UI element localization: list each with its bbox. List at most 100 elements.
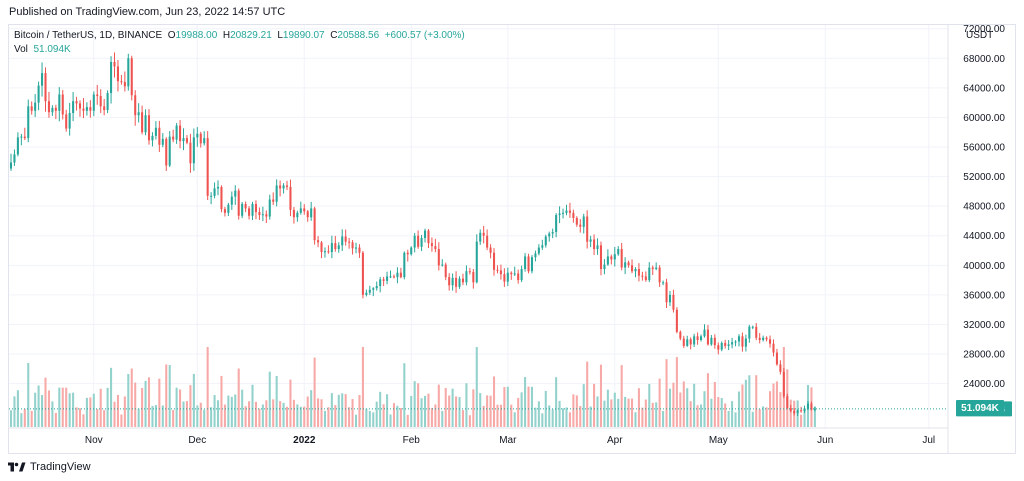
footer-brand[interactable]: TradingView — [30, 461, 91, 473]
candle — [216, 180, 220, 196]
volume-bar — [675, 357, 678, 427]
currency-label[interactable]: USDT — [966, 30, 994, 41]
volume-bar — [530, 386, 534, 427]
candle-body — [603, 264, 606, 270]
candle — [420, 235, 423, 252]
candle — [172, 129, 175, 143]
candle-body — [99, 95, 102, 107]
candle — [120, 75, 123, 85]
candle — [165, 137, 168, 171]
x-tick-label: Dec — [188, 435, 206, 446]
candle-body — [441, 264, 444, 266]
candle-body — [499, 270, 502, 275]
candle-body — [116, 66, 119, 82]
volume-bar — [361, 347, 364, 427]
volume-bar — [731, 401, 734, 427]
candle — [154, 121, 157, 140]
last-volume-tag: 51.094K — [956, 400, 1004, 415]
candle-body — [368, 289, 371, 293]
candle — [275, 179, 278, 207]
volume-bar — [624, 396, 627, 427]
volume-bar — [147, 377, 151, 427]
volume-bar — [348, 407, 351, 427]
volume-bar — [234, 394, 237, 427]
candle-body — [686, 339, 689, 346]
candle — [334, 235, 337, 252]
volume-bar — [534, 407, 537, 427]
volume-bar — [423, 395, 427, 427]
volume-legend-label[interactable]: Vol — [14, 44, 28, 55]
volume-bar — [144, 380, 147, 427]
candle-body — [606, 256, 609, 265]
candle — [279, 180, 282, 197]
volume-bar — [354, 414, 358, 427]
candle — [317, 236, 320, 248]
legend-symbol[interactable]: Bitcoin / TetherUS, 1D, BINANCE — [14, 30, 163, 41]
volume-bar — [482, 405, 485, 427]
candle-body — [154, 127, 157, 136]
volume-bar — [575, 395, 578, 427]
candle — [306, 209, 309, 222]
candle-body — [423, 230, 427, 238]
candle-body — [85, 107, 88, 111]
candle — [23, 127, 26, 141]
candle-body — [410, 247, 413, 255]
candle-body — [482, 232, 485, 236]
candle — [234, 185, 237, 205]
candle-body — [223, 209, 226, 213]
candle-body — [641, 275, 644, 277]
candle-body — [527, 256, 530, 272]
candle-body — [403, 252, 406, 278]
x-tick-label: Mar — [499, 435, 517, 446]
candle-body — [772, 343, 775, 353]
candle-body — [448, 277, 451, 286]
candle — [37, 81, 40, 111]
candle — [620, 242, 623, 271]
candle — [606, 249, 609, 266]
candle — [468, 267, 471, 275]
volume-bar — [103, 410, 106, 427]
candle-body — [123, 81, 126, 87]
volume-bar — [444, 388, 447, 427]
volume-bar — [317, 398, 320, 427]
volume-bar — [20, 413, 23, 427]
candle — [399, 267, 402, 279]
candle-body — [803, 408, 806, 411]
candle — [551, 228, 554, 239]
candle-body — [120, 81, 123, 83]
tradingview-logo-icon[interactable] — [8, 461, 26, 473]
volume-bar — [603, 400, 606, 427]
candle — [389, 270, 392, 279]
volume-bar — [461, 410, 465, 427]
candle-body — [765, 337, 768, 340]
candle-body — [741, 336, 744, 347]
candle — [137, 103, 140, 123]
candle — [261, 206, 264, 222]
volume-bar — [275, 375, 278, 427]
candle-body — [537, 247, 540, 254]
candle-body — [675, 309, 678, 332]
volume-bar — [261, 404, 264, 427]
candle — [441, 259, 444, 267]
candle — [793, 408, 796, 416]
candle-body — [465, 271, 468, 283]
candle-body — [320, 242, 323, 253]
candle — [734, 340, 737, 347]
candle — [151, 132, 154, 147]
candle-body — [724, 342, 727, 346]
volume-bar — [189, 385, 192, 427]
candle-body — [234, 190, 237, 197]
candle — [475, 234, 478, 284]
candle-body — [582, 216, 585, 227]
candle — [47, 91, 50, 118]
legend-close-value: 20588.56 — [337, 30, 380, 41]
candle-body — [689, 339, 692, 345]
x-tick-label: Nov — [85, 435, 103, 446]
candle — [58, 87, 61, 122]
volume-bar — [679, 392, 682, 427]
volume-bar — [51, 401, 54, 427]
volume-bar — [813, 406, 816, 427]
candle-body — [413, 235, 416, 248]
candle — [396, 267, 399, 284]
